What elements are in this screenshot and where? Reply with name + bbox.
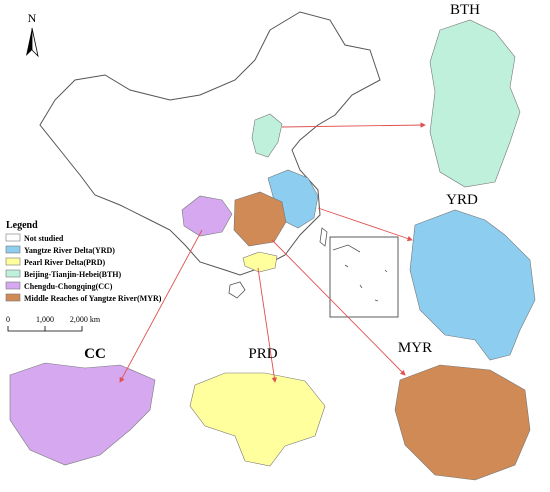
scale-label: 2,000 km (70, 315, 101, 324)
zoom-prd (189, 372, 326, 467)
inset-label: CC (84, 346, 106, 362)
inset-label: YRD (446, 192, 478, 208)
taiwan (319, 227, 328, 247)
region-bth (251, 113, 283, 158)
inset-label: MYR (398, 340, 432, 356)
arrow-bth (281, 122, 426, 128)
legend-item: Not studied (24, 234, 64, 243)
arrow-myr (271, 239, 406, 376)
islands-inset (329, 236, 399, 318)
legend-title: Legend (6, 220, 38, 231)
legend-item: Beijing-Tianjin-Hebei(BTH) (24, 270, 122, 279)
arrow-cc (119, 229, 203, 383)
legend: Legend Not studied Yangtze River Delta(Y… (5, 220, 162, 303)
inset-label: PRD (248, 346, 277, 362)
zoom-yrd (409, 209, 536, 361)
region-myr (233, 191, 287, 247)
zoom-myr (394, 364, 531, 481)
region-cc (181, 195, 233, 237)
arrow-prd (257, 267, 278, 383)
arrow-yrd (317, 207, 413, 242)
inset-label: BTH (450, 2, 480, 18)
legend-item: Pearl River Delta(PRD) (24, 258, 105, 267)
scale-bar: 0 1,000 2,000 km (6, 315, 101, 332)
legend-item: Yangtze River Delta(YRD) (24, 246, 115, 255)
north-label: N (28, 11, 37, 25)
region-prd (242, 251, 278, 273)
scale-label: 0 (6, 315, 10, 324)
china-outline (39, 11, 381, 276)
islands-coast (332, 244, 388, 302)
zoom-bth (429, 19, 521, 188)
scale-label: 1,000 (36, 315, 54, 324)
legend-item: Chengdu-Chongqing(CC) (24, 282, 113, 291)
hainan (228, 281, 246, 299)
zoom-cc (9, 362, 156, 466)
north-arrow: N (26, 11, 39, 58)
legend-item: Middle Reaches of Yangtze River(MYR) (24, 294, 162, 303)
